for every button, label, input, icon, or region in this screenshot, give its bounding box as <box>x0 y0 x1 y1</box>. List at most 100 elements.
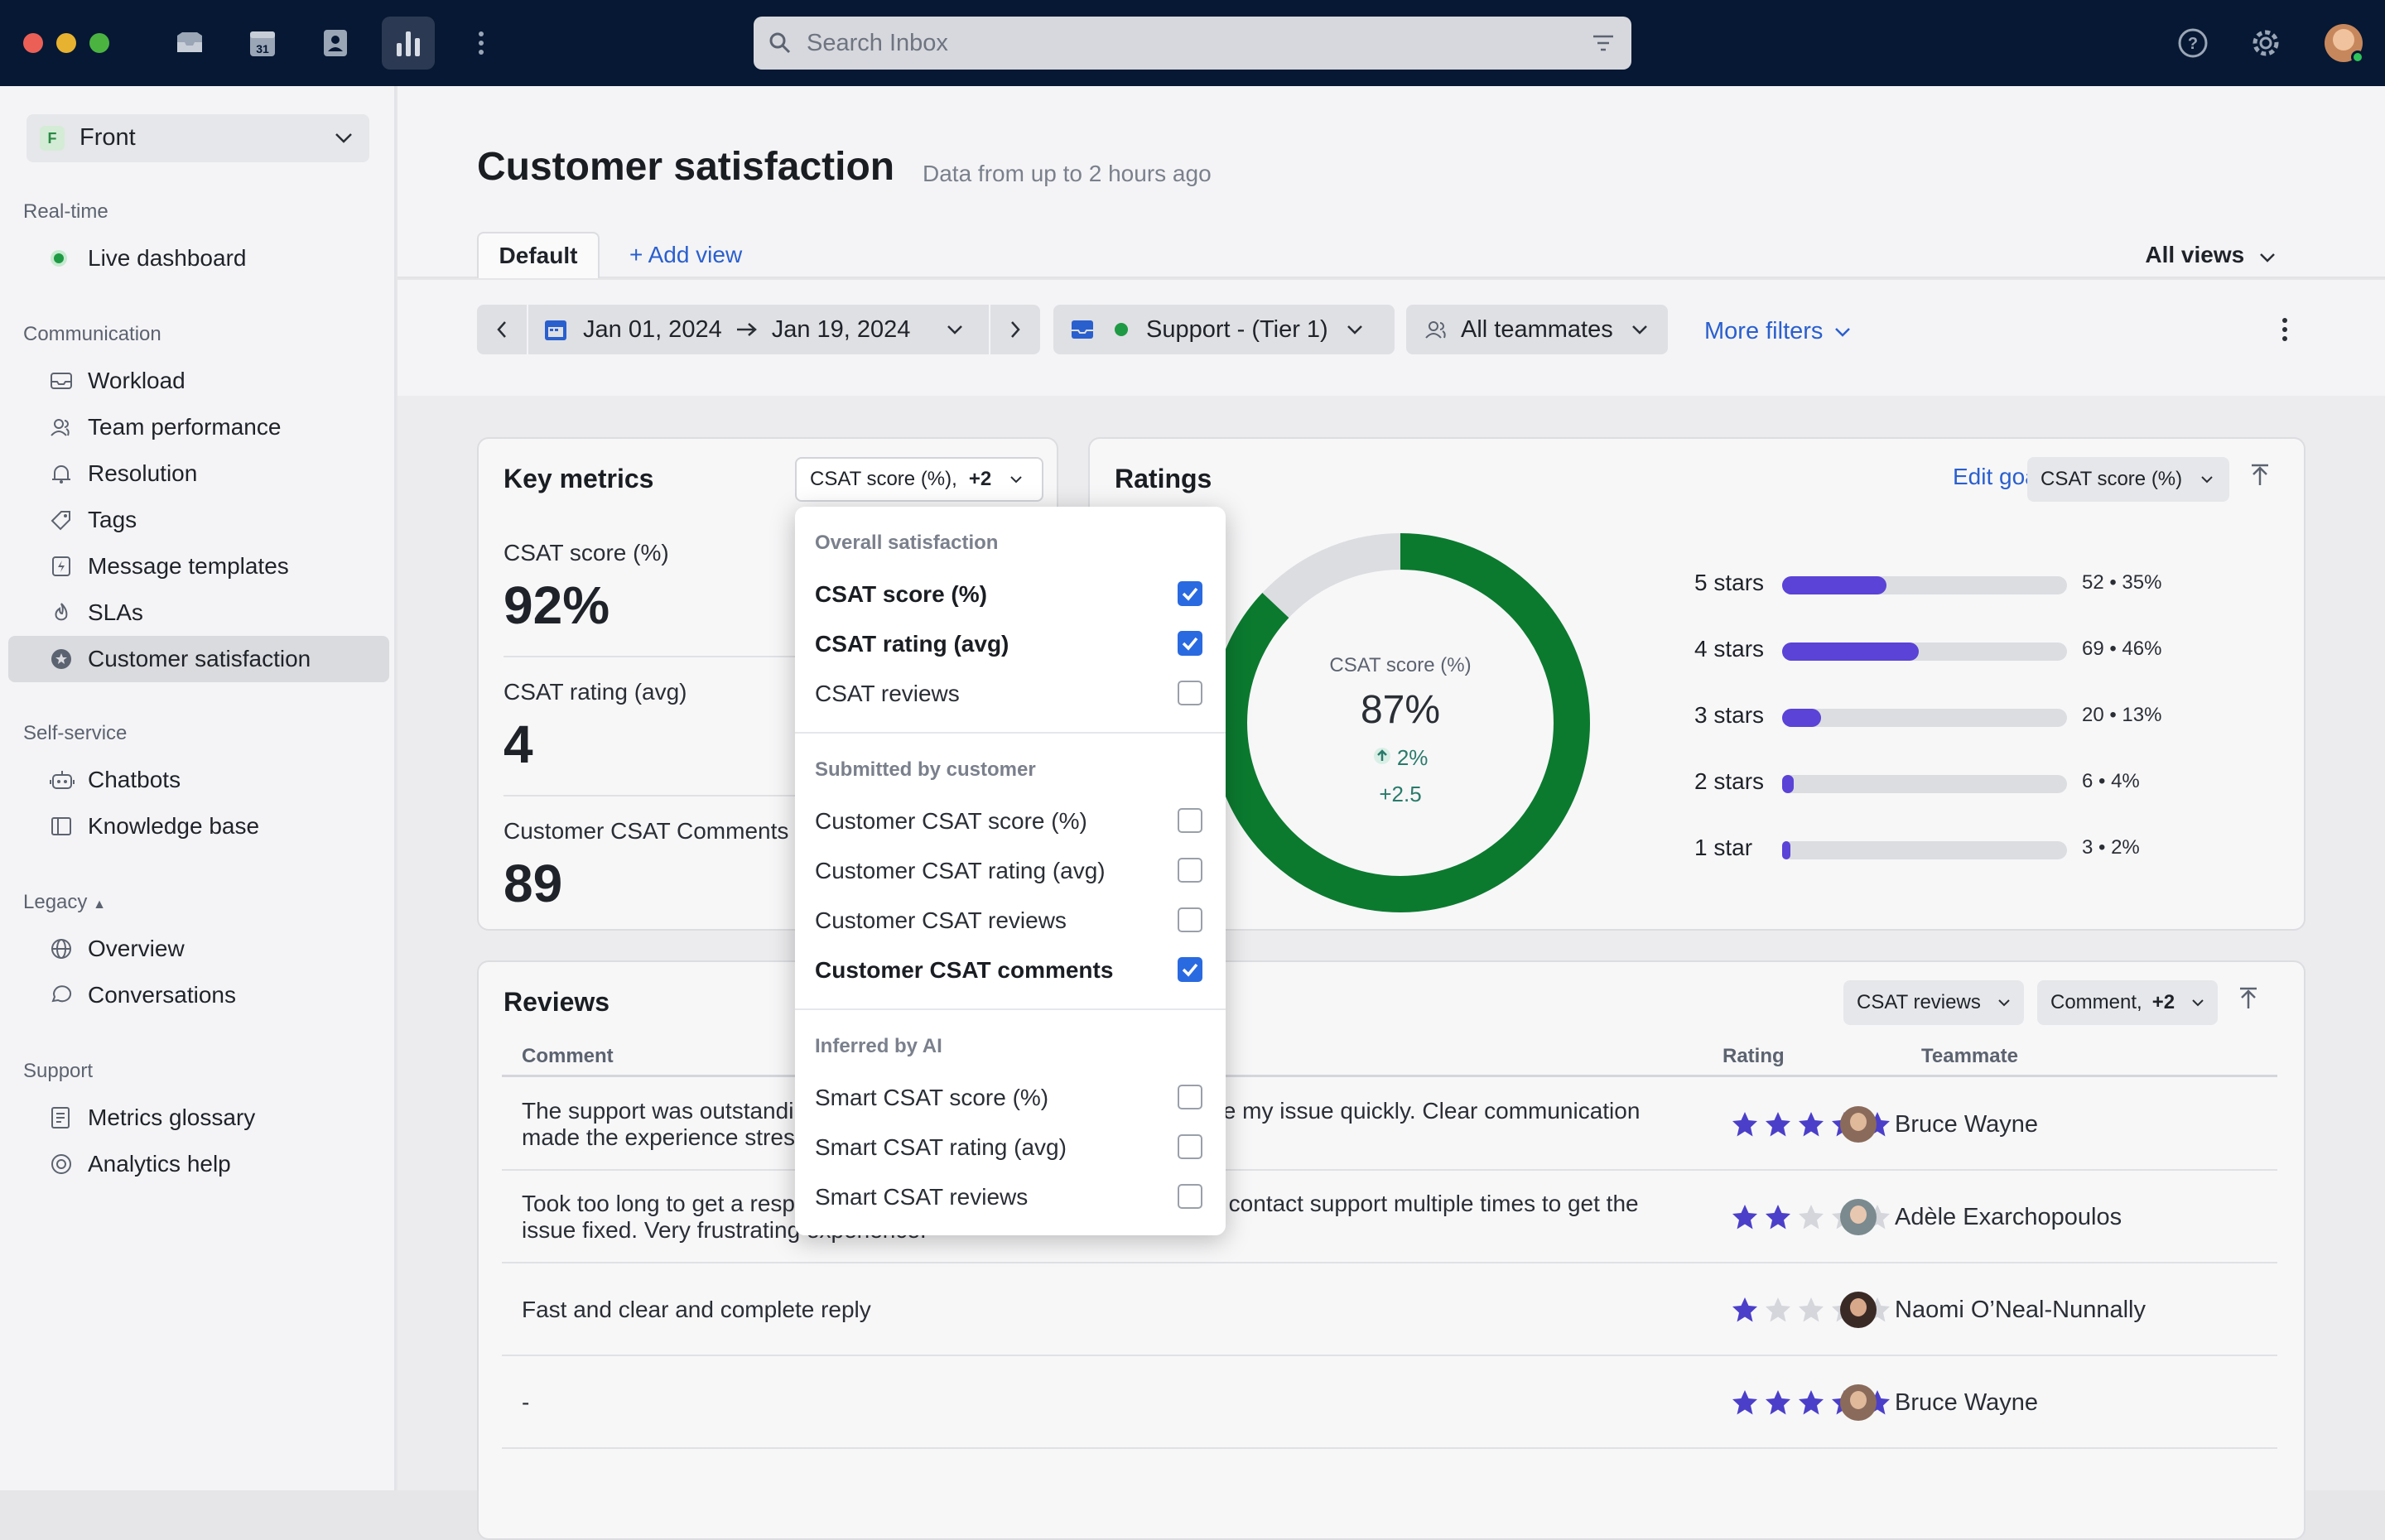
section-support: Support <box>23 1060 94 1082</box>
checkbox-csat-score[interactable] <box>1178 581 1202 606</box>
top-bar: 31 Search Inbox ? <box>0 0 2385 86</box>
checkbox-csat-rating[interactable] <box>1178 631 1202 656</box>
workspace-selector[interactable]: F Front <box>26 114 369 162</box>
checkmark-icon <box>1182 963 1198 977</box>
table-row[interactable]: The support was outstanding, they went a… <box>502 1078 2277 1171</box>
checkbox-smart-csat-rating[interactable] <box>1178 1134 1202 1159</box>
checkbox-customer-csat-rating[interactable] <box>1178 858 1202 883</box>
analytics-icon[interactable] <box>382 17 435 70</box>
section-communication: Communication <box>23 323 161 345</box>
menu-item-smart-csat-reviews[interactable]: Smart CSAT reviews <box>815 1184 1029 1210</box>
key-metrics-title: Key metrics <box>504 464 654 493</box>
star-filled-icon <box>1732 1297 1757 1322</box>
close-window-button[interactable] <box>23 33 43 53</box>
menu-item-smart-csat-rating[interactable]: Smart CSAT rating (avg) <box>815 1134 1067 1160</box>
sidebar-item-tags[interactable]: Tags <box>8 497 389 543</box>
minimize-window-button[interactable] <box>56 33 76 53</box>
star-filled-icon <box>1732 1112 1757 1137</box>
help-icon[interactable]: ? <box>2166 17 2219 70</box>
export-icon[interactable] <box>2249 464 2271 490</box>
checkbox-smart-csat-score[interactable] <box>1178 1085 1202 1109</box>
inbox-filter[interactable]: Support - (Tier 1) <box>1053 305 1395 354</box>
settings-gear-icon[interactable] <box>2239 17 2292 70</box>
menu-item-smart-csat-score[interactable]: Smart CSAT score (%) <box>815 1085 1049 1110</box>
sidebar-item-knowledge-base[interactable]: Knowledge base <box>8 803 389 849</box>
bell-icon <box>52 465 70 484</box>
checkbox-customer-csat-reviews[interactable] <box>1178 907 1202 932</box>
menu-item-customer-csat-rating[interactable]: Customer CSAT rating (avg) <box>815 858 1106 883</box>
menu-item-csat-reviews[interactable]: CSAT reviews <box>815 681 960 706</box>
tab-default[interactable]: Default <box>477 232 600 278</box>
reviews-columns-selector[interactable]: Comment, +2 <box>2037 980 2218 1025</box>
review-teammate[interactable]: Naomi O’Neal-Nunnally <box>1840 1263 2146 1356</box>
menu-item-customer-csat-score[interactable]: Customer CSAT score (%) <box>815 808 1087 834</box>
sidebar-item-analytics-help[interactable]: Analytics help <box>8 1141 389 1187</box>
review-comment: Fast and clear and complete reply <box>522 1297 871 1322</box>
table-row[interactable]: - Bruce Wayne <box>502 1356 2277 1449</box>
live-dot-icon <box>51 250 67 267</box>
star-empty-icon <box>1766 1297 1790 1322</box>
sidebar-item-resolution[interactable]: Resolution <box>8 450 389 497</box>
rating-bar-label: 2 stars <box>1694 768 1765 794</box>
review-teammate[interactable]: Bruce Wayne <box>1840 1356 2038 1449</box>
export-icon[interactable] <box>2238 987 2259 1013</box>
search-input[interactable]: Search Inbox <box>807 30 948 56</box>
review-teammate[interactable]: Bruce Wayne <box>1840 1078 2038 1171</box>
column-header-comment[interactable]: Comment <box>522 1045 614 1067</box>
section-legacy[interactable]: Legacy ▲ <box>23 891 106 913</box>
workspace-name: Front <box>80 124 136 151</box>
sidebar-item-metrics-glossary[interactable]: Metrics glossary <box>8 1095 389 1141</box>
rating-bar-value: 6 • 4% <box>2082 770 2140 792</box>
inbox-icon[interactable] <box>163 17 216 70</box>
menu-item-customer-csat-comments[interactable]: Customer CSAT comments <box>815 957 1114 983</box>
menu-item-customer-csat-reviews[interactable]: Customer CSAT reviews <box>815 907 1067 933</box>
avatar <box>1840 1292 1877 1328</box>
review-teammate[interactable]: Adèle Exarchopoulos <box>1840 1171 2122 1263</box>
chevron-down-icon <box>2260 253 2275 262</box>
sidebar-item-live-dashboard[interactable]: Live dashboard <box>8 235 389 282</box>
column-header-rating[interactable]: Rating <box>1722 1045 1785 1067</box>
table-row[interactable]: Fast and clear and complete reply Naomi … <box>502 1263 2277 1356</box>
table-row[interactable]: Took too long to get a response and the … <box>502 1171 2277 1263</box>
next-period-button[interactable] <box>989 305 1040 354</box>
page-title: Customer satisfaction <box>477 145 895 189</box>
search-bar[interactable]: Search Inbox <box>754 17 1631 70</box>
sidebar-item-slas[interactable]: SLAs <box>8 590 389 636</box>
rating-bar-row: 3 stars 20 • 13% <box>1694 699 2274 732</box>
ratings-metric-selector[interactable]: CSAT score (%) <box>2027 457 2229 502</box>
key-metrics-selector[interactable]: CSAT score (%), +2 <box>795 457 1043 502</box>
previous-period-button[interactable] <box>477 305 528 354</box>
checkbox-customer-csat-score[interactable] <box>1178 808 1202 833</box>
sidebar-item-conversations[interactable]: Conversations <box>8 972 389 1018</box>
sidebar-item-workload[interactable]: Workload <box>8 358 389 404</box>
checkbox-csat-reviews[interactable] <box>1178 681 1202 705</box>
sidebar-item-chatbots[interactable]: Chatbots <box>8 757 389 803</box>
add-view-button[interactable]: + Add view <box>629 242 743 267</box>
sidebar-item-customer-satisfaction[interactable]: Customer satisfaction <box>8 636 389 682</box>
sidebar-item-message-templates[interactable]: Message templates <box>8 543 389 590</box>
menu-item-csat-score[interactable]: CSAT score (%) <box>815 581 987 607</box>
reviews-metric-selector[interactable]: CSAT reviews <box>1843 980 2024 1025</box>
chevron-down-icon <box>1998 999 2010 1007</box>
more-filters-button[interactable]: More filters <box>1704 318 1851 345</box>
workload-inbox-icon <box>51 373 72 389</box>
teammates-filter[interactable]: All teammates <box>1406 305 1668 354</box>
all-views-dropdown[interactable]: All views <box>2145 242 2276 268</box>
column-header-teammate[interactable]: Teammate <box>1921 1045 2018 1067</box>
star-filled-icon <box>1799 1390 1824 1415</box>
rating-bar-label: 1 star <box>1694 835 1753 860</box>
contacts-icon[interactable] <box>309 17 362 70</box>
date-range-picker[interactable]: Jan 01, 2024 Jan 19, 2024 <box>477 305 1022 354</box>
zoom-window-button[interactable] <box>89 33 109 53</box>
more-options-icon[interactable] <box>2281 316 2289 343</box>
workspace-initial: F <box>40 126 65 151</box>
calendar-icon[interactable]: 31 <box>236 17 289 70</box>
more-apps-icon[interactable] <box>455 17 508 70</box>
menu-item-csat-rating[interactable]: CSAT rating (avg) <box>815 631 1009 657</box>
filter-icon[interactable] <box>1592 33 1615 53</box>
sidebar-item-team-performance[interactable]: Team performance <box>8 404 389 450</box>
user-avatar[interactable] <box>2317 17 2370 70</box>
sidebar-item-overview[interactable]: Overview <box>8 926 389 972</box>
checkbox-smart-csat-reviews[interactable] <box>1178 1184 1202 1209</box>
checkbox-customer-csat-comments[interactable] <box>1178 957 1202 982</box>
